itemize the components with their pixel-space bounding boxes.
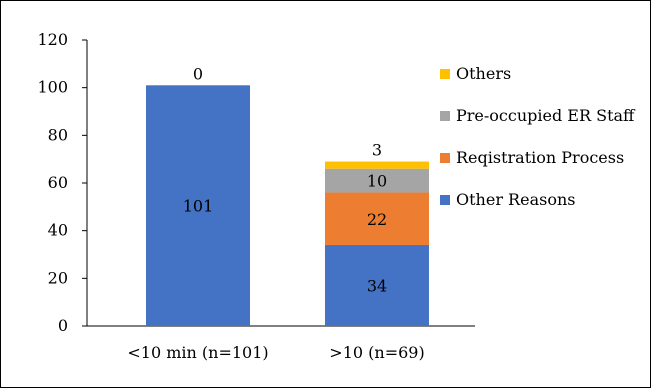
bar-segment-other-reasons — [325, 244, 429, 326]
legend: Others Pre-occupied ER Staff Reqistration … — [440, 64, 636, 209]
x-category-label: <10 min (n=101) — [127, 343, 268, 362]
legend-swatch — [440, 69, 450, 79]
y-tick-label: 60 — [48, 173, 68, 192]
legend-label: Reqistration Process — [456, 148, 624, 167]
y-tick-label: 40 — [48, 221, 68, 240]
bar-segment-reqistration-process — [325, 192, 429, 245]
legend-swatch — [440, 195, 450, 205]
data-label: 10 — [367, 172, 387, 191]
x-labels: <10 min (n=101) >10 (n=69) — [127, 343, 424, 362]
data-labels: 101 0 34 22 10 3 — [183, 64, 387, 295]
bar-segment-other-reasons — [146, 85, 250, 327]
legend-label: Other Reasons — [456, 190, 575, 209]
y-tick-label: 80 — [48, 125, 68, 144]
data-label: 101 — [183, 197, 214, 216]
bar-segment-pre-occupied-er-staff — [325, 168, 429, 193]
y-tick-label: 120 — [37, 30, 68, 49]
y-tick-label: 20 — [48, 268, 68, 287]
x-category-label: >10 (n=69) — [329, 343, 424, 362]
bar-segment-others — [325, 161, 429, 169]
data-label: 3 — [372, 141, 382, 160]
legend-label: Others — [456, 64, 511, 83]
legend-label: Pre-occupied ER Staff — [456, 106, 636, 125]
data-label: 34 — [367, 276, 387, 295]
data-label: 0 — [193, 64, 203, 83]
y-tick-label: 0 — [58, 316, 68, 335]
y-tick-label: 100 — [37, 78, 68, 97]
bars — [146, 85, 429, 327]
legend-swatch — [440, 111, 450, 121]
data-label: 22 — [367, 210, 387, 229]
y-ticks: 0 20 40 60 80 100 120 — [37, 30, 87, 335]
legend-swatch — [440, 153, 450, 163]
